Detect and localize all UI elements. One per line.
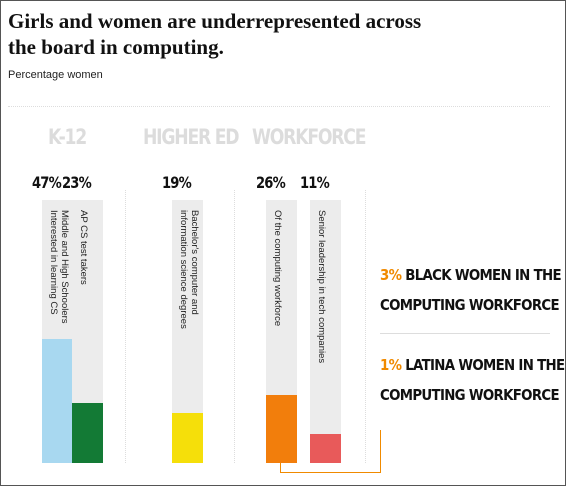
bar-category-label: AP CS test takers xyxy=(78,210,89,285)
chart-subtitle: Percentage women xyxy=(8,69,103,81)
bar xyxy=(266,395,297,463)
bar-track: Senior leadership in tech companies xyxy=(310,200,341,463)
bar-track: Middle and High Schoolers Interested in … xyxy=(42,200,73,463)
callout-line: COMPUTING WORKFORCE xyxy=(380,296,560,314)
callout-line: COMPUTING WORKFORCE xyxy=(380,386,560,404)
callout-pct: 1% xyxy=(380,356,402,374)
bar-category-label: Of the computing workforce xyxy=(272,210,283,327)
bar-value-label: 47% xyxy=(32,173,62,192)
group-divider xyxy=(365,190,366,463)
group-label-higher-ed: HIGHER ED xyxy=(143,125,240,149)
group-label-k12: K-12 xyxy=(48,125,87,149)
bar-category-label: Middle and High Schoolers Interested in … xyxy=(48,210,70,324)
bar xyxy=(42,339,73,463)
bar-track: AP CS test takers xyxy=(72,200,103,463)
bar-value-label: 23% xyxy=(62,173,92,192)
bar-value-label: 11% xyxy=(300,173,330,192)
bar-value-label: 26% xyxy=(256,173,286,192)
callout-connector xyxy=(280,472,380,473)
bar-category-label: Senior leadership in tech companies xyxy=(316,210,327,364)
bar-track: Bachelor's computer and information scie… xyxy=(172,200,203,463)
callout-connector xyxy=(380,430,381,473)
callout-black-women: 3% BLACK WOMEN IN THE COMPUTING WORKFORC… xyxy=(380,260,562,320)
bar xyxy=(310,434,341,463)
bar xyxy=(172,413,203,463)
callout-line: BLACK WOMEN IN THE xyxy=(405,266,561,284)
callout-divider xyxy=(380,333,550,334)
group-label-workforce: WORKFORCE xyxy=(252,125,366,149)
bar xyxy=(72,403,103,463)
bar-value-label: 19% xyxy=(162,173,192,192)
bar-category-label: Bachelor's computer and information scie… xyxy=(178,210,200,329)
group-divider xyxy=(234,190,235,463)
callout-pct: 3% xyxy=(380,266,402,284)
callout-latina-women: 1% LATINA WOMEN IN THE COMPUTING WORKFOR… xyxy=(380,350,565,410)
header-divider xyxy=(8,106,550,107)
callout-line: LATINA WOMEN IN THE xyxy=(405,356,565,374)
bar-track: Of the computing workforce xyxy=(266,200,297,463)
callout-connector xyxy=(280,463,281,472)
group-divider xyxy=(125,190,126,463)
chart-title: Girls and women are underrepresented acr… xyxy=(8,9,422,59)
